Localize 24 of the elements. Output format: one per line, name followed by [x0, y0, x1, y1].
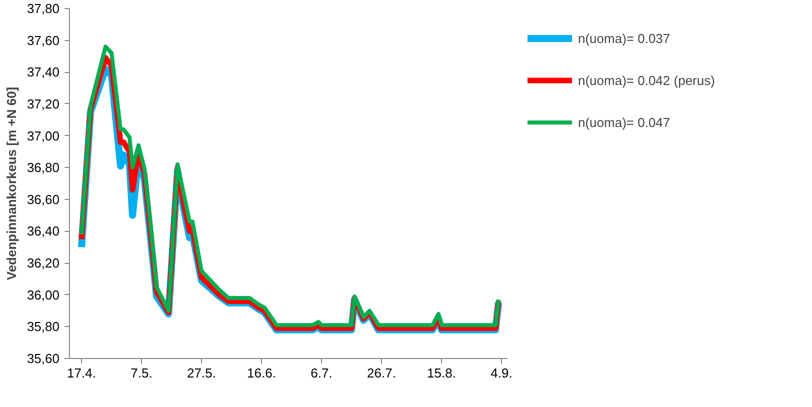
x-tick-label: 15.8. — [427, 366, 456, 380]
y-tick-label: 37,60 — [26, 32, 60, 48]
y-tick-label: 37,00 — [26, 128, 60, 144]
x-tick-label: 27.5. — [187, 366, 216, 380]
y-tick-label: 35,60 — [26, 351, 60, 366]
x-tick-label: 7.5. — [130, 366, 152, 380]
x-tick-label: 6.7. — [310, 366, 332, 380]
y-tick-label: 36,00 — [26, 287, 60, 302]
y-tick-label: 37,40 — [26, 64, 60, 80]
y-tick-label: 36,40 — [26, 224, 60, 239]
legend-label: n(uoma)= 0.037 — [578, 30, 670, 46]
x-tick-label: 16.6. — [247, 366, 276, 380]
legend-label: n(uoma)= 0.047 — [578, 114, 670, 130]
y-axis-title: Vedenpinnankorkeus [m +N 60] — [4, 86, 19, 280]
y-tick-label: 36,20 — [26, 256, 60, 271]
y-tick-label: 36,80 — [26, 160, 60, 176]
y-tick-label: 36,60 — [26, 192, 60, 207]
x-tick-label: 4.9. — [490, 366, 512, 380]
x-tick-label: 17.4. — [67, 366, 96, 380]
y-tick-label: 37,80 — [26, 1, 60, 16]
y-tick-label: 37,20 — [26, 96, 60, 112]
y-tick-label: 35,80 — [26, 319, 60, 334]
legend-label: n(uoma)= 0.042 (perus) — [578, 72, 715, 88]
x-tick-label: 26.7. — [367, 366, 396, 380]
